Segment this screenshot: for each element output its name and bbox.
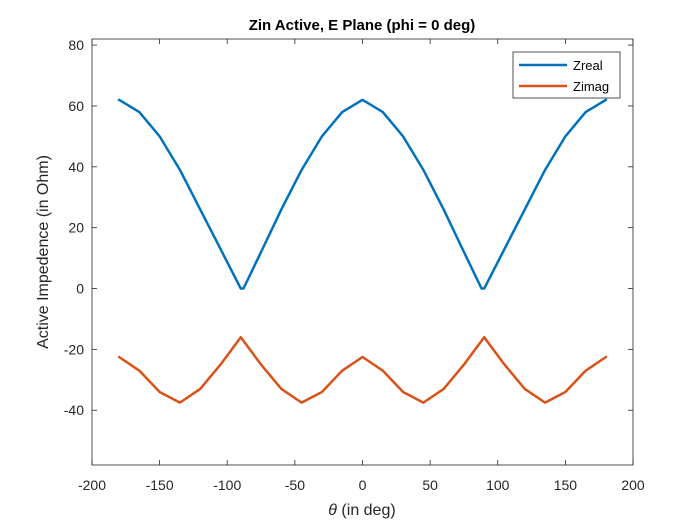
series-line-zreal — [117, 98, 608, 290]
x-tick-label: 100 — [486, 477, 510, 493]
x-tick-label: -50 — [285, 477, 305, 493]
y-tick-label: 40 — [68, 159, 84, 175]
y-tick-label: 60 — [68, 98, 84, 114]
legend-label-zimag: Zimag — [573, 79, 609, 94]
x-tick-label: -150 — [146, 477, 174, 493]
x-axis-label: θ (in deg) — [328, 502, 395, 519]
legend-box — [512, 51, 621, 99]
legend-label-zreal: Zreal — [573, 58, 603, 73]
x-tick-label: -200 — [78, 477, 106, 493]
series-layer — [117, 98, 608, 404]
y-tick-label: -40 — [64, 402, 84, 418]
x-tick-label: 0 — [359, 477, 367, 493]
plot-area — [92, 39, 633, 465]
chart-title: Zin Active, E Plane (phi = 0 deg) — [249, 17, 476, 34]
legend: Zreal Zimag — [512, 51, 621, 99]
x-tick-label: 200 — [621, 477, 645, 493]
x-tick-label: 50 — [422, 477, 438, 493]
y-tick-label: 0 — [76, 281, 84, 297]
y-axis-label: Active Impedence (in Ohm) — [35, 155, 52, 349]
x-tick-label: -100 — [213, 477, 241, 493]
y-tick-label: 20 — [68, 220, 84, 236]
x-tick-label: 150 — [554, 477, 578, 493]
axes-layer: -200 -150 -100 -50 0 50 100 150 200-40-200204060… — [64, 37, 645, 493]
series-line-zimag — [117, 335, 608, 404]
x-axis-symbol: θ — [328, 502, 337, 519]
y-tick-label: 80 — [68, 37, 84, 53]
x-axis-text: (in deg) — [337, 502, 396, 519]
y-tick-label: -20 — [64, 341, 84, 357]
